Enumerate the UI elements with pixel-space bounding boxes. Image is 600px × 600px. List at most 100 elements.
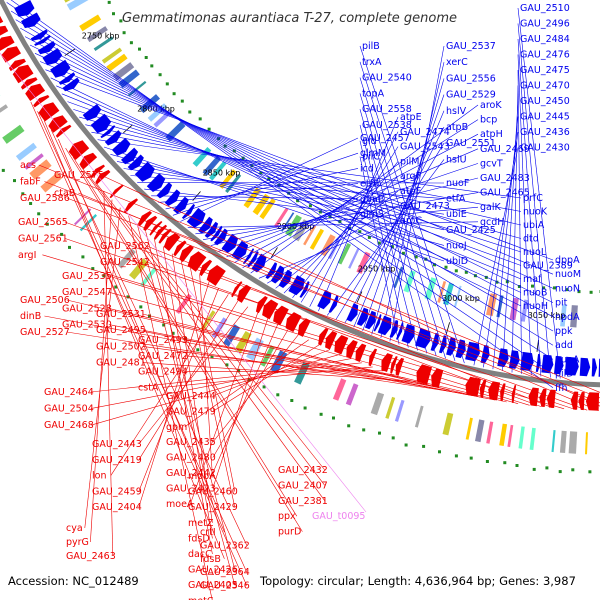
reverse-label-line bbox=[138, 287, 219, 492]
gc-outer-dot bbox=[29, 202, 33, 205]
gc-outer-dot bbox=[303, 406, 307, 410]
reverse-gene-arrow bbox=[12, 64, 34, 84]
reverse-gene-label: GAU_2530 bbox=[62, 320, 112, 331]
forward-gene-label: topA bbox=[362, 88, 385, 99]
forward-cog-block bbox=[348, 247, 360, 269]
reverse-label-line bbox=[90, 362, 362, 393]
forward-gene-arrow bbox=[121, 147, 139, 165]
map-title: Gemmatimonas aurantiaca T-27, complete g… bbox=[122, 11, 457, 26]
gc-outer-dot bbox=[545, 466, 549, 470]
gc-inner-dot bbox=[454, 269, 458, 273]
reverse-gene-arrow bbox=[33, 95, 50, 108]
gc-inner-dot bbox=[158, 73, 162, 77]
reverse-gene-arrow bbox=[137, 211, 152, 227]
reverse-gene-label: GAU_2443 bbox=[92, 439, 142, 450]
reverse-gene-label: GAU_2547 bbox=[62, 287, 112, 298]
reverse-label-line bbox=[37, 111, 248, 573]
gc-inner-dot bbox=[172, 92, 176, 96]
gc-outer-dot bbox=[21, 192, 25, 196]
forward-gene-label: pit bbox=[555, 298, 568, 309]
gc-inner-dot bbox=[107, 0, 111, 4]
forward-label-line bbox=[275, 190, 399, 289]
forward-gene-arrow bbox=[377, 315, 392, 336]
gc-outer-dot bbox=[485, 460, 489, 463]
reverse-cog-block bbox=[475, 419, 485, 443]
gc-inner-dot bbox=[119, 19, 123, 23]
gc-outer-dot bbox=[60, 232, 64, 236]
gc-inner-dot bbox=[553, 286, 556, 290]
reverse-gene-label: fdsB bbox=[200, 554, 221, 565]
gc-inner-dot bbox=[308, 204, 312, 208]
forward-gene-label: pilC bbox=[362, 152, 380, 163]
reverse-label-line bbox=[90, 353, 341, 426]
forward-gene-arrow bbox=[520, 351, 534, 371]
reverse-label-line bbox=[58, 138, 225, 533]
gc-inner-dot bbox=[296, 199, 300, 203]
gc-inner-dot bbox=[259, 171, 263, 175]
gc-outer-dot bbox=[438, 450, 441, 454]
gc-inner-dot bbox=[318, 210, 322, 214]
reverse-cog-block bbox=[414, 405, 424, 428]
reverse-gene-arrow bbox=[0, 25, 9, 36]
gc-outer-dot bbox=[162, 323, 166, 327]
reverse-gene-arrow bbox=[158, 228, 172, 244]
forward-cog-block bbox=[320, 234, 336, 257]
gc-inner-dot bbox=[188, 110, 192, 114]
reverse-gene-label: GAU_2407 bbox=[278, 480, 328, 491]
reverse-cog-block bbox=[370, 392, 385, 416]
gc-outer-dot bbox=[1, 168, 5, 172]
reverse-cog-block bbox=[551, 430, 556, 453]
reverse-gene-arrow bbox=[8, 58, 26, 72]
forward-gene-label: trxA bbox=[362, 57, 382, 68]
reverse-cog-block bbox=[568, 431, 578, 454]
forward-gene-label: atpE bbox=[400, 112, 422, 123]
gc-inner-dot bbox=[444, 265, 448, 269]
reverse-gene-label: GAU_2531 bbox=[96, 309, 146, 320]
reverse-gene-label: moeA bbox=[166, 499, 194, 510]
kbp-tick-label: 2800 kbp bbox=[137, 104, 175, 113]
reverse-gene-arrow bbox=[187, 251, 207, 272]
reverse-gene-arrow bbox=[55, 124, 72, 138]
forward-label-line bbox=[24, 36, 554, 318]
forward-gene-labels: GAU_2510 GAU_2496 GAU_2484 GAU_2476 GAU_2475… bbox=[360, 3, 581, 394]
forward-gene-arrow bbox=[455, 339, 466, 359]
forward-gene-label: aroC bbox=[400, 216, 422, 227]
reverse-gene-label: GAU_2561 bbox=[18, 233, 68, 244]
gc-outer-dot bbox=[102, 274, 106, 278]
gc-outer-dot bbox=[454, 454, 458, 458]
forward-gene-label: atpB bbox=[446, 122, 468, 133]
reverse-label-line bbox=[95, 182, 326, 471]
reverse-gene-label: GAU_2346 bbox=[200, 581, 250, 592]
reverse-label-line bbox=[65, 147, 303, 532]
forward-gene-label: etfA bbox=[446, 194, 466, 205]
forward-label-line bbox=[517, 23, 551, 378]
reverse-cog-block bbox=[234, 331, 252, 354]
reverse-label-line bbox=[190, 267, 236, 492]
reverse-gene-label: GAU_2575 bbox=[54, 170, 104, 181]
gc-outer-dot bbox=[81, 255, 85, 259]
reverse-gene-label: GAU_2468 bbox=[44, 420, 94, 431]
gc-outer-dot bbox=[148, 314, 151, 318]
gc-inner-dot bbox=[207, 127, 211, 131]
forward-gene-label: GAU_2496 bbox=[520, 19, 570, 30]
gc-inner-dot bbox=[150, 64, 154, 68]
forward-gene-label: GAU_2537 bbox=[446, 41, 496, 52]
reverse-gene-arrow bbox=[297, 318, 311, 337]
kbp-tick-label: 3000 kbp bbox=[442, 294, 480, 303]
kbp-tick-label: 3050 kbp bbox=[528, 311, 566, 320]
forward-label-line bbox=[34, 53, 554, 289]
forward-cog-block bbox=[112, 62, 135, 81]
forward-gene-label: add bbox=[555, 340, 573, 351]
reverse-label-line bbox=[212, 323, 279, 474]
gc-outer-dot bbox=[276, 393, 280, 397]
reverse-gene-arrow bbox=[273, 305, 289, 326]
reverse-gene-arrow bbox=[0, 15, 4, 24]
forward-cog-block bbox=[437, 281, 447, 303]
forward-gene-label: GAU_2469 bbox=[480, 144, 530, 155]
forward-cog-block bbox=[273, 207, 289, 228]
forward-gene-label: nuoK bbox=[523, 207, 548, 218]
reverse-gene-label: GAU_2535 bbox=[62, 271, 112, 282]
gc-outer-dot bbox=[210, 355, 214, 359]
forward-label-line bbox=[359, 77, 446, 359]
reverse-cog-block bbox=[175, 293, 192, 314]
